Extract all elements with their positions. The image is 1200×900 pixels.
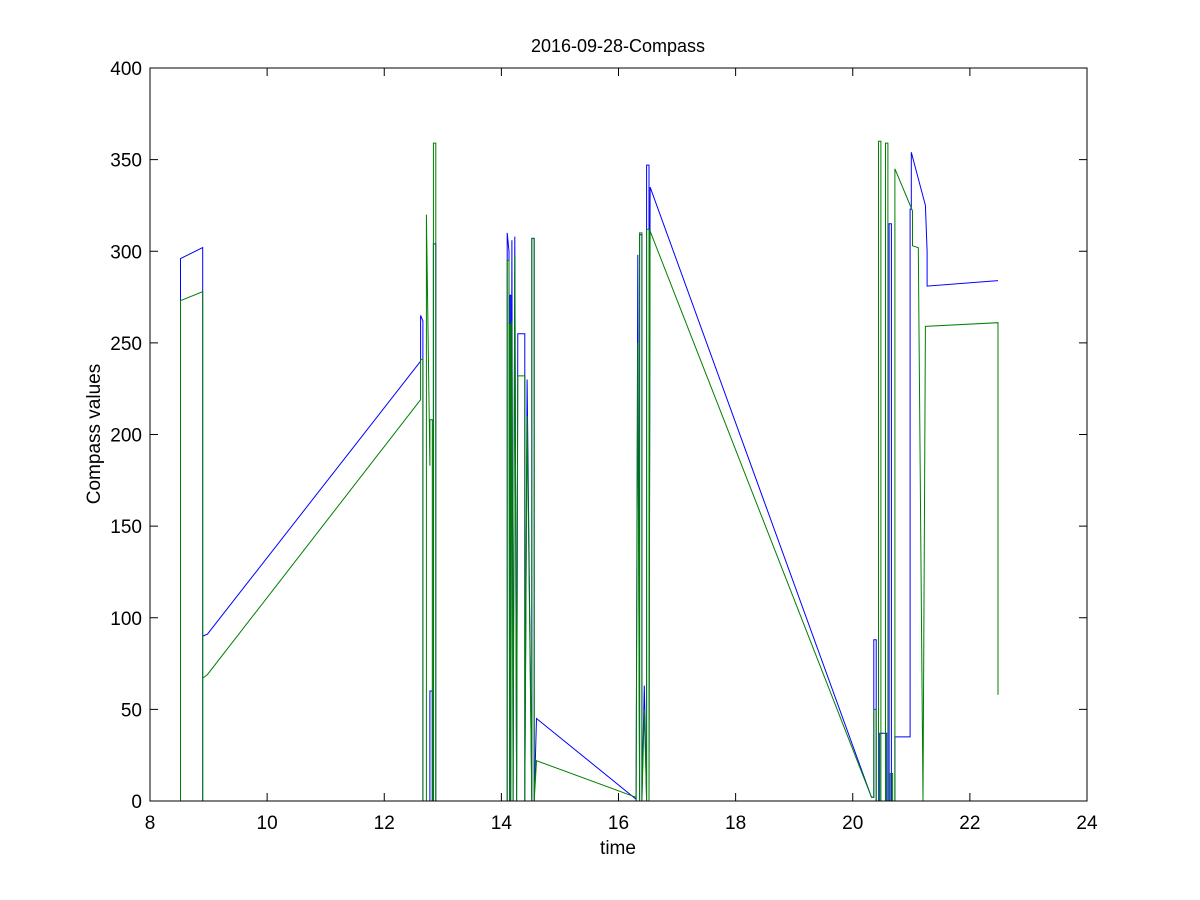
y-tick-label: 0 <box>131 792 142 813</box>
x-tick-label: 8 <box>145 813 156 834</box>
y-tick-label: 100 <box>110 609 142 630</box>
x-tick-label: 24 <box>1076 813 1098 834</box>
x-tick-label: 20 <box>842 813 863 834</box>
tick-layer: 8 10 12 14 16 18 20 22 24 0 50 100 150 200 250 300 350 40… <box>110 59 1098 834</box>
x-tick-label: 16 <box>608 813 629 834</box>
x-axis-label: time <box>600 838 636 859</box>
y-tick-label: 50 <box>121 700 142 721</box>
y-tick-label: 150 <box>110 517 142 538</box>
x-tick-label: 22 <box>959 813 980 834</box>
x-tick-label: 12 <box>374 813 395 834</box>
x-tick-label: 18 <box>725 813 746 834</box>
chart-title: 2016-09-28-Compass <box>531 36 705 56</box>
x-tick-label: 10 <box>257 813 278 834</box>
y-axis-label: Compass values <box>84 364 105 504</box>
y-tick-label: 350 <box>110 151 142 172</box>
y-tick-label: 200 <box>110 426 142 447</box>
y-tick-label: 250 <box>110 334 142 355</box>
y-tick-label: 300 <box>110 242 142 263</box>
y-tick-label: 400 <box>110 59 142 80</box>
x-tick-label: 14 <box>491 813 513 834</box>
